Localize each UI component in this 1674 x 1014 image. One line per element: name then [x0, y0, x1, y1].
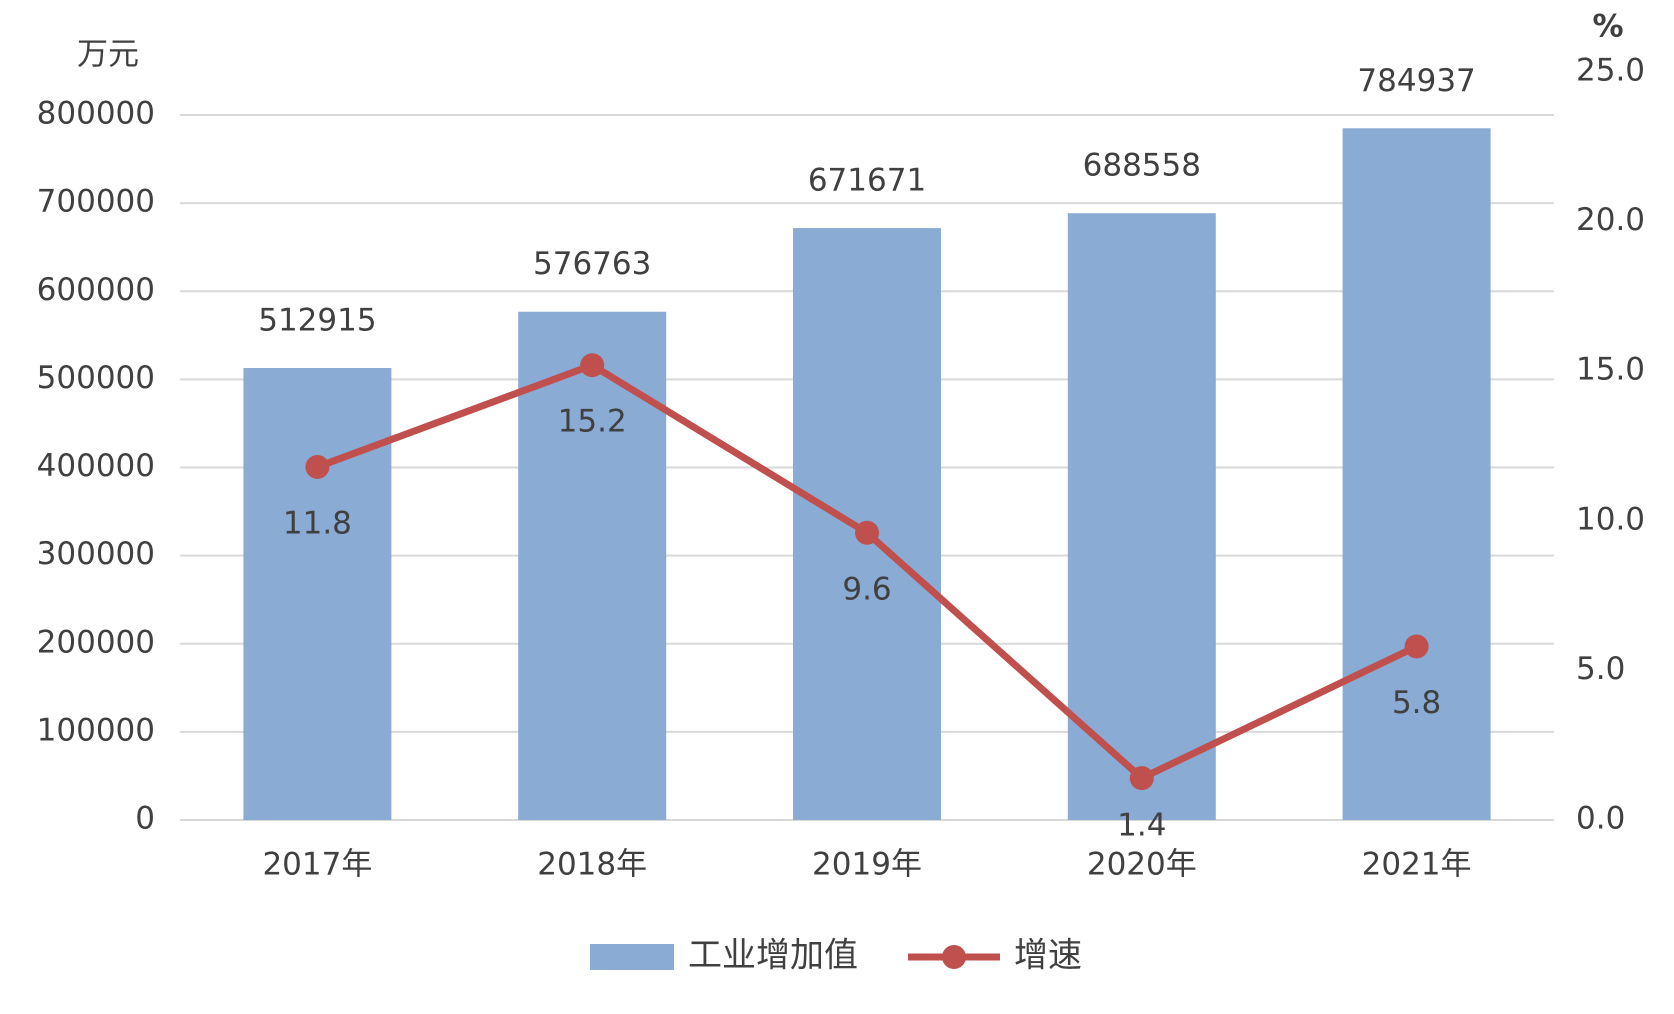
- x-tick-label: 2019年: [812, 847, 922, 883]
- x-tick-label: 2020年: [1087, 847, 1197, 883]
- y-tick-label: 700000: [37, 184, 155, 220]
- y-tick-label: 500000: [37, 360, 155, 396]
- bar-value-label: 576763: [533, 246, 651, 282]
- line-value-label: 9.6: [842, 571, 891, 607]
- bar-value-label: 784937: [1357, 63, 1475, 99]
- line-point: [1404, 634, 1429, 659]
- line-value-label: 1.4: [1117, 808, 1166, 844]
- y-tick-label: 400000: [37, 448, 155, 484]
- legend-label: 增速: [1014, 936, 1082, 976]
- y2-tick-label: 5.0: [1576, 651, 1625, 687]
- y-tick-label: 0: [135, 801, 155, 837]
- y2-axis-unit: %: [1592, 9, 1623, 45]
- x-tick-label: 2017年: [262, 847, 372, 883]
- y-axis-unit: 万元: [77, 37, 139, 73]
- bar-value-label: 512915: [258, 302, 376, 338]
- y-tick-label: 200000: [37, 624, 155, 660]
- line-point: [305, 454, 330, 479]
- y2-tick-label: 25.0: [1576, 53, 1645, 89]
- bar: [243, 367, 392, 820]
- y-tick-label: 600000: [37, 272, 155, 308]
- bar: [1067, 213, 1216, 821]
- line-point: [580, 353, 605, 378]
- x-tick-label: 2018年: [537, 847, 647, 883]
- line-value-label: 11.8: [283, 505, 352, 541]
- y-tick-label: 800000: [37, 96, 155, 132]
- line-point: [855, 520, 879, 545]
- bar: [1342, 128, 1491, 820]
- bar-value-label: 671671: [808, 163, 926, 199]
- line-value-label: 5.8: [1392, 685, 1441, 721]
- y-tick-label: 100000: [37, 712, 155, 748]
- y2-tick-label: 20.0: [1576, 202, 1645, 238]
- y-tick-label: 300000: [37, 536, 155, 572]
- x-tick-label: 2021年: [1362, 847, 1472, 883]
- y2-tick-label: 10.0: [1576, 501, 1645, 537]
- line-value-label: 15.2: [558, 404, 627, 440]
- legend-label: 工业增加值: [688, 936, 858, 976]
- y2-tick-label: 0.0: [1576, 801, 1625, 837]
- line-point: [1129, 766, 1154, 791]
- y2-tick-label: 15.0: [1576, 352, 1645, 388]
- bar-value-label: 688558: [1083, 148, 1201, 184]
- legend-swatch: [942, 945, 966, 969]
- legend-swatch: [590, 944, 674, 970]
